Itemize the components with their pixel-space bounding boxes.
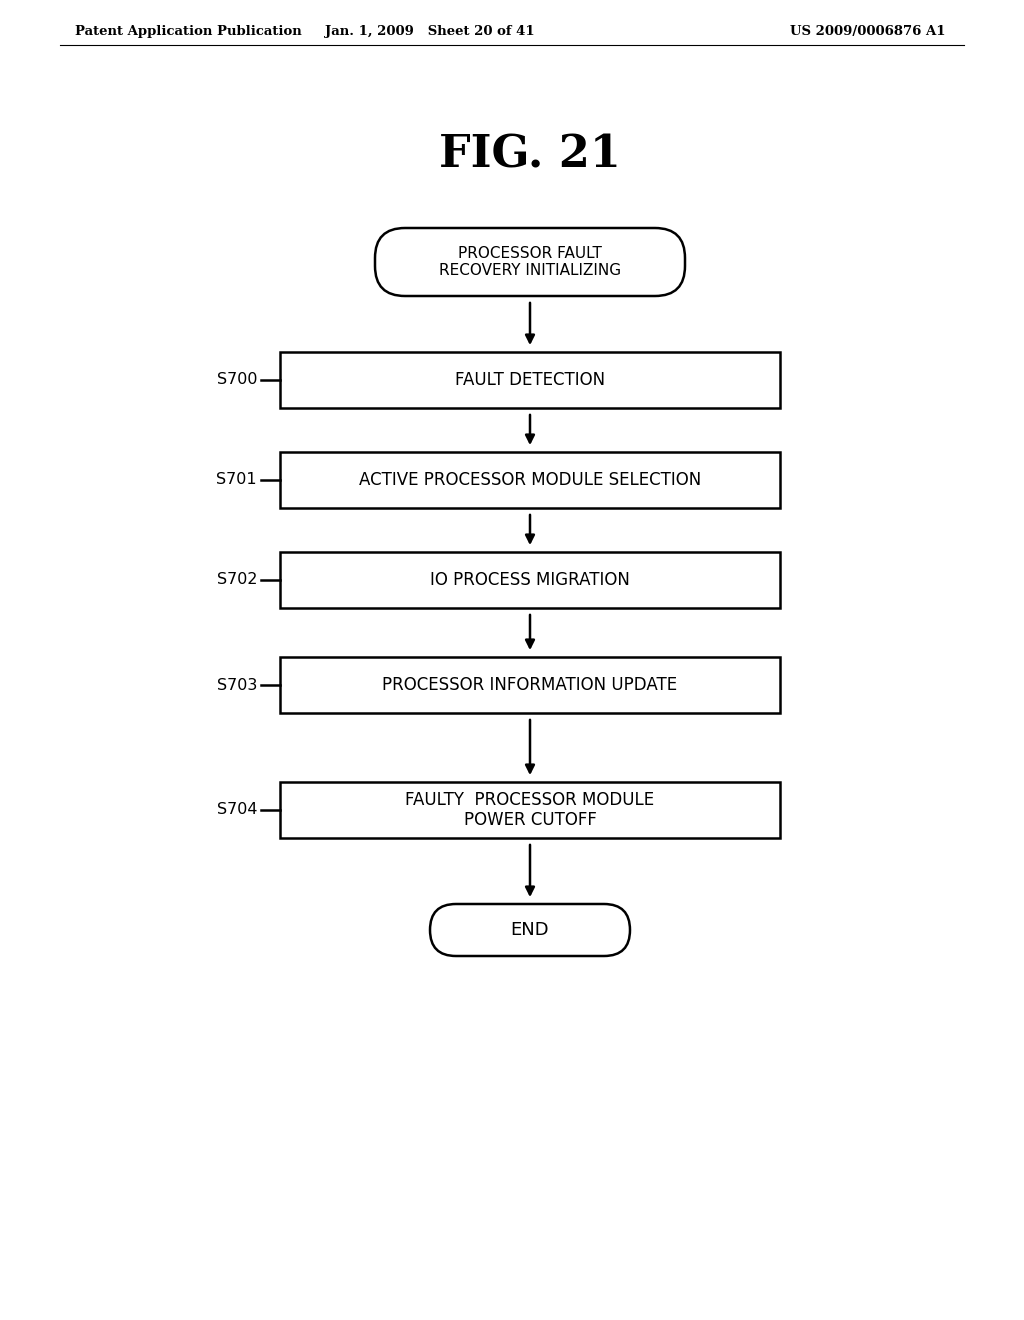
- Text: US 2009/0006876 A1: US 2009/0006876 A1: [790, 25, 945, 38]
- FancyBboxPatch shape: [430, 904, 630, 956]
- Text: S701: S701: [216, 473, 257, 487]
- Text: Jan. 1, 2009   Sheet 20 of 41: Jan. 1, 2009 Sheet 20 of 41: [326, 25, 535, 38]
- Text: FIG. 21: FIG. 21: [439, 133, 621, 177]
- Text: S700: S700: [216, 372, 257, 388]
- Bar: [280, 352, 780, 408]
- Bar: [280, 781, 780, 838]
- Bar: [280, 657, 780, 713]
- Text: PROCESSOR FAULT
RECOVERY INITIALIZING: PROCESSOR FAULT RECOVERY INITIALIZING: [439, 246, 622, 279]
- Text: FAULT DETECTION: FAULT DETECTION: [455, 371, 605, 389]
- Text: S703: S703: [217, 677, 257, 693]
- Bar: [280, 451, 780, 508]
- Text: END: END: [511, 921, 549, 939]
- Text: Patent Application Publication: Patent Application Publication: [75, 25, 302, 38]
- Text: ACTIVE PROCESSOR MODULE SELECTION: ACTIVE PROCESSOR MODULE SELECTION: [358, 471, 701, 488]
- Text: IO PROCESS MIGRATION: IO PROCESS MIGRATION: [430, 572, 630, 589]
- Text: S702: S702: [216, 573, 257, 587]
- FancyBboxPatch shape: [375, 228, 685, 296]
- Text: FAULTY  PROCESSOR MODULE
POWER CUTOFF: FAULTY PROCESSOR MODULE POWER CUTOFF: [406, 791, 654, 829]
- Bar: [280, 552, 780, 609]
- Text: PROCESSOR INFORMATION UPDATE: PROCESSOR INFORMATION UPDATE: [382, 676, 678, 694]
- Text: S704: S704: [216, 803, 257, 817]
